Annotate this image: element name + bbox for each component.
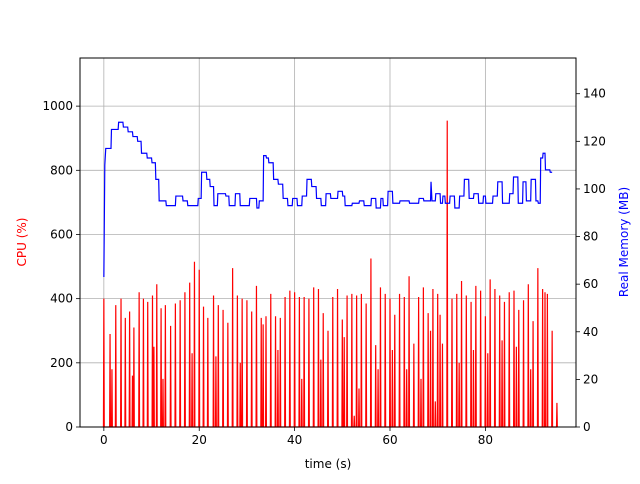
x-tick-label: 40 [287,433,302,447]
left-tick-label: 800 [50,163,73,177]
right-tick-label: 0 [583,420,591,434]
x-tick-label: 60 [382,433,397,447]
right-tick-label: 20 [583,372,598,386]
right-tick-label: 60 [583,277,598,291]
x-tick-label: 80 [478,433,493,447]
left-y-axis-label: CPU (%) [15,218,29,267]
right-tick-label: 40 [583,325,598,339]
right-tick-label: 80 [583,230,598,244]
x-tick-label: 20 [192,433,207,447]
x-axis-label: time (s) [305,457,352,471]
right-y-axis-label: Real Memory (MB) [617,187,631,297]
right-tick-label: 140 [583,87,606,101]
right-tick-label: 120 [583,134,606,148]
left-tick-label: 1000 [42,99,73,113]
left-tick-label: 600 [50,227,73,241]
x-tick-label: 0 [100,433,108,447]
left-tick-label: 200 [50,356,73,370]
left-tick-label: 400 [50,292,73,306]
right-tick-label: 100 [583,182,606,196]
left-tick-label: 0 [65,420,73,434]
